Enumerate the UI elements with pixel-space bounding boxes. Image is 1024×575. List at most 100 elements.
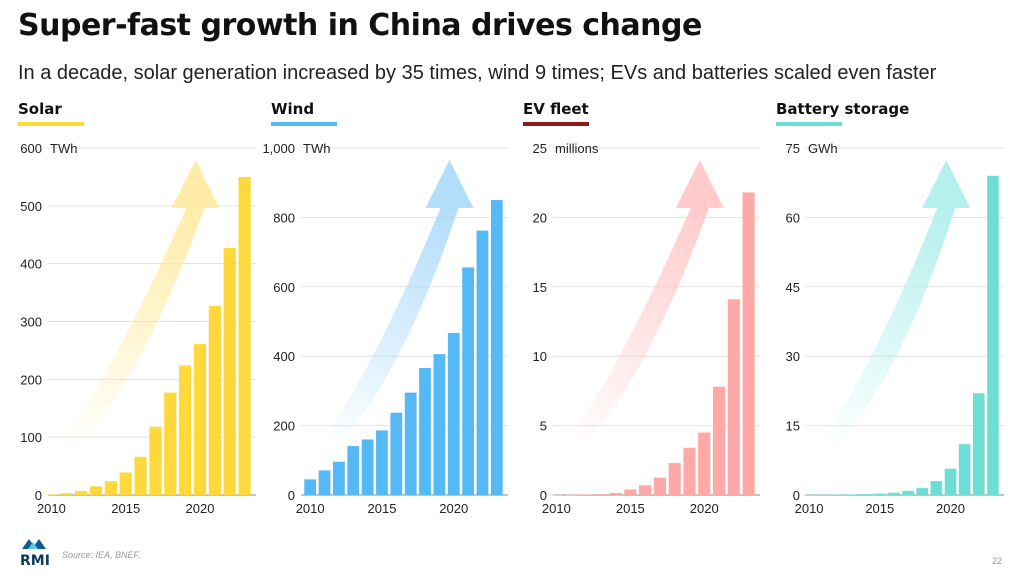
ev-fleet-xtick-label: 2015	[616, 501, 645, 516]
ev-fleet-bar	[609, 492, 622, 495]
wind-xtick-label: 2020	[439, 501, 468, 516]
wind-ytick-label: 400	[273, 349, 295, 364]
ev-fleet-bar	[727, 299, 740, 495]
wind-bar	[390, 412, 403, 495]
battery-storage-bar	[987, 175, 999, 495]
battery-storage-ytick-label: 30	[786, 349, 800, 364]
wind-bar	[490, 200, 503, 496]
solar-ytick-label: 600	[20, 141, 42, 156]
solar-bar	[238, 176, 251, 495]
wind-ytick-label: 200	[273, 419, 295, 434]
battery-storage-bar	[958, 444, 971, 495]
solar-bar	[223, 248, 236, 495]
solar-bar	[208, 305, 221, 495]
battery-storage-growth-arrow-icon	[822, 160, 971, 446]
rmi-logo: RMI	[20, 539, 50, 567]
solar-xtick-label: 2015	[111, 501, 140, 516]
wind-bar	[376, 430, 388, 495]
wind-unit-label: TWh	[303, 141, 330, 156]
battery-storage-bar	[803, 494, 815, 496]
solar-bar	[75, 490, 88, 495]
wind-ytick-label: 600	[273, 280, 295, 295]
battery-storage-ytick-label: 15	[786, 419, 800, 434]
ev-fleet-ytick-label: 5	[540, 419, 547, 434]
battery-storage-bar	[930, 481, 943, 495]
solar-ytick-label: 400	[20, 257, 42, 272]
battery-storage-title-underline	[776, 122, 842, 126]
ev-fleet-ytick-label: 10	[533, 349, 547, 364]
ev-fleet-bar	[550, 494, 563, 496]
solar-bar	[134, 456, 147, 495]
battery-storage-xtick-label: 2015	[865, 501, 894, 516]
wind-bar	[447, 332, 460, 495]
ev-fleet-unit-label: millions	[555, 141, 599, 156]
solar-xtick-label: 2020	[186, 501, 215, 516]
battery-storage-bar	[944, 468, 957, 495]
wind-ytick-label: 800	[273, 210, 295, 225]
solar-growth-arrow-icon	[64, 160, 220, 446]
solar-bar	[179, 365, 192, 495]
battery-storage-xtick-label: 2010	[795, 501, 824, 516]
solar-title-underline	[18, 122, 84, 126]
solar-ytick-label: 300	[20, 315, 42, 330]
solar-bar	[164, 392, 177, 495]
page-number: 22	[992, 556, 1003, 566]
ev-fleet-xtick-label: 2010	[542, 501, 571, 516]
battery-storage-unit-label: GWh	[808, 141, 838, 156]
solar-bar	[45, 494, 58, 495]
solar-bar	[89, 486, 103, 495]
battery-storage-ytick-label: 0	[793, 488, 800, 503]
solar-ytick-label: 200	[20, 372, 42, 387]
wind-title-underline	[271, 122, 337, 126]
battery-storage-ytick-label: 45	[786, 280, 800, 295]
wind-bar	[304, 479, 317, 495]
solar-ytick-label: 0	[35, 488, 42, 503]
ev-fleet-bar	[683, 447, 696, 495]
battery-storage-bar	[859, 494, 872, 495]
ev-fleet-ytick-label: 25	[533, 141, 547, 156]
solar-unit-label: TWh	[50, 141, 77, 156]
source-note: Source: IEA, BNEF.	[62, 550, 141, 560]
battery-storage-ytick-label: 60	[786, 210, 800, 225]
solar-ytick-label: 100	[20, 430, 42, 445]
ev-fleet-growth-arrow-icon	[569, 160, 724, 446]
ev-fleet-ytick-label: 15	[533, 280, 547, 295]
battery-storage-bar	[888, 492, 900, 495]
chart-panel-2: EV fleet 0 5 10 15 20 25 millions 2010 2015 2020	[523, 100, 760, 516]
wind-bar	[433, 354, 446, 495]
chart-panel-0: Solar 0 100 200 300 400 500 600 TWh 2010 2015 2020	[18, 100, 256, 516]
battery-storage-bar	[902, 490, 914, 495]
wind-ytick-label: 1,000	[262, 141, 295, 156]
wind-xtick-label: 2015	[368, 501, 397, 516]
wind-bar	[462, 267, 474, 495]
page-title: Super-fast growth in China drives change	[18, 8, 702, 43]
ev-fleet-bar	[639, 485, 652, 495]
ev-fleet-ytick-label: 20	[533, 210, 547, 225]
solar-chart-title: Solar	[18, 100, 62, 118]
solar-ytick-label: 500	[20, 199, 42, 214]
chart-panel-1: Wind 0 200 400 600 800 1,000 TWh 2010 2015 2020	[262, 100, 508, 516]
ev-fleet-bar	[565, 494, 578, 496]
ev-fleet-title-underline	[523, 122, 589, 126]
battery-storage-chart-title: Battery storage	[776, 100, 909, 118]
wind-bar	[318, 470, 331, 495]
chart-panel-3: Battery storage 0 15 30 45 60 75 GWh 2010 2015 202…	[776, 100, 1004, 516]
ev-fleet-ytick-label: 0	[540, 488, 547, 503]
ev-fleet-xtick-label: 2020	[690, 501, 719, 516]
ev-fleet-bar	[698, 432, 711, 495]
ev-fleet-bar	[712, 386, 726, 495]
page-subtitle: In a decade, solar generation increased …	[18, 62, 937, 84]
ev-fleet-bar	[624, 489, 637, 495]
ev-fleet-chart-title: EV fleet	[523, 100, 589, 118]
wind-bar	[476, 230, 489, 495]
ev-fleet-bar	[594, 494, 607, 495]
battery-storage-bar	[873, 493, 886, 495]
wind-bar	[347, 446, 360, 495]
wind-growth-arrow-icon	[323, 160, 474, 446]
battery-storage-xtick-label: 2020	[936, 501, 965, 516]
ev-fleet-bar	[579, 494, 593, 495]
solar-bar	[60, 493, 73, 495]
rmi-logo-text: RMI	[20, 553, 50, 567]
ev-fleet-bar	[668, 463, 681, 495]
